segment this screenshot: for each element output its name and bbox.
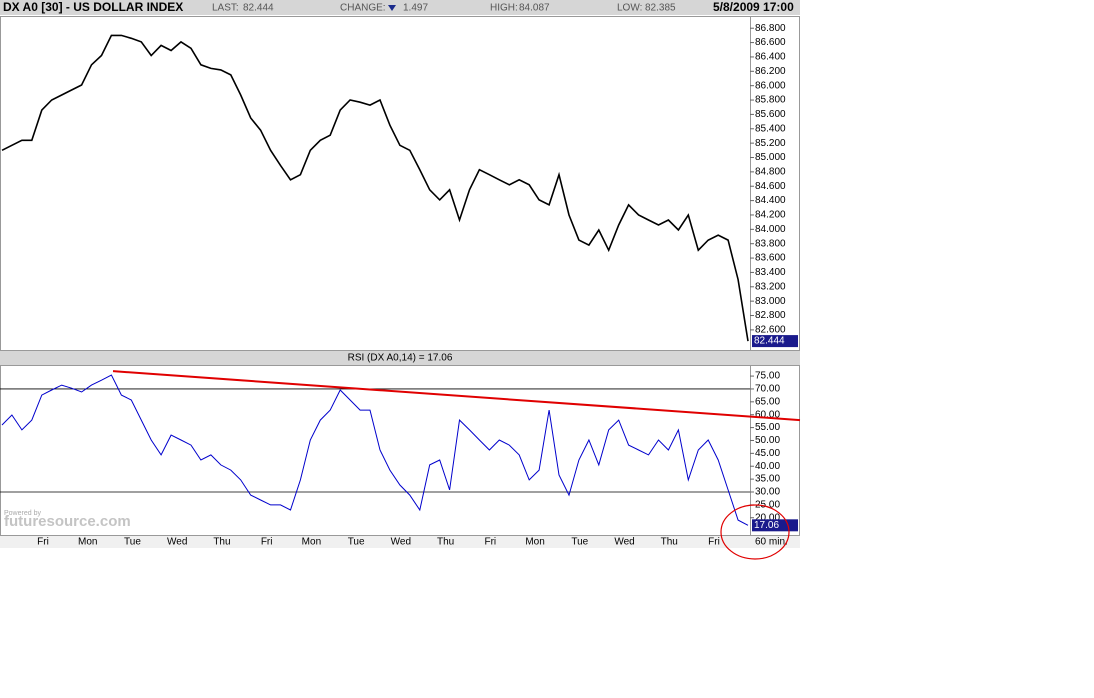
x-tick-label: Wed (391, 537, 411, 548)
rsi-title: RSI (DX A0,14) = 17.06 (348, 353, 453, 364)
change-value: 1.497 (403, 3, 428, 14)
y-tick-label: 83.800 (755, 238, 786, 249)
last-value-label: 17.06 (754, 520, 779, 531)
y-tick-label: 40.00 (755, 461, 780, 472)
y-tick-label: 65.00 (755, 396, 780, 407)
x-tick-label: Tue (124, 537, 141, 548)
x-tick-label: Thu (437, 537, 454, 548)
y-tick-label: 85.000 (755, 152, 786, 163)
price-line (1, 34, 749, 342)
watermark: futuresource.com (4, 513, 131, 530)
y-tick-label: 84.200 (755, 210, 786, 221)
last-value-label: 82.444 (754, 336, 785, 347)
x-tick-label: Mon (525, 537, 544, 548)
change-label: CHANGE: (340, 3, 386, 14)
x-tick-label: Wed (614, 537, 634, 548)
y-tick-label: 84.600 (755, 181, 786, 192)
y-tick-label: 84.400 (755, 195, 786, 206)
y-tick-label: 35.00 (755, 474, 780, 485)
low-value: 82.385 (645, 3, 676, 14)
x-tick-label: Tue (571, 537, 588, 548)
interval: 60 min. (755, 537, 788, 548)
y-tick-label: 45.00 (755, 448, 780, 459)
x-tick-label: Fri (484, 537, 496, 548)
header-bar (0, 0, 800, 15)
y-tick-label: 70.00 (755, 384, 780, 395)
highlight-circle (720, 504, 790, 560)
x-tick-label: Fri (37, 537, 49, 548)
rsi-line (1, 374, 749, 526)
y-tick-label: 50.00 (755, 435, 780, 446)
plot-layer: Fri Mon Tue Wed Thu Fri Mon Tue Wed Thu Fri Mon Tue W… (0, 23, 801, 548)
down-arrow (388, 5, 396, 11)
y-tick-label: 82.600 (755, 325, 786, 336)
y-tick-label: 85.600 (755, 109, 786, 120)
y-tick-label: 25.00 (755, 500, 780, 511)
x-tick-label: Wed (167, 537, 187, 548)
x-tick-label: Thu (661, 537, 678, 548)
y-tick-label: 83.400 (755, 267, 786, 278)
x-tick-label: Thu (213, 537, 230, 548)
x-tick-label: Mon (302, 537, 321, 548)
y-tick-label: 86.000 (755, 80, 786, 91)
x-tick-label: Fri (708, 537, 720, 548)
symbol: DX A0 [30] - US DOLLAR INDEX (3, 0, 183, 14)
high-label: HIGH: (490, 3, 518, 14)
y-tick-label: 20.00 (755, 512, 780, 523)
y-tick-label: 75.00 (755, 371, 780, 382)
y-tick-label: 86.200 (755, 66, 786, 77)
y-tick-label: 83.200 (755, 281, 786, 292)
high-value: 84.087 (519, 3, 550, 14)
price-panel (0, 16, 800, 351)
y-tick-label: 83.000 (755, 296, 786, 307)
x-tick-label: Mon (78, 537, 97, 548)
rsi-panel (0, 365, 800, 536)
last-value-badge (752, 335, 798, 348)
y-tick-label: 85.400 (755, 123, 786, 134)
trendline (112, 370, 801, 422)
y-tick-label: 85.200 (755, 138, 786, 149)
y-tick-label: 83.600 (755, 253, 786, 264)
last-value: 82.444 (243, 3, 274, 14)
last-label: LAST: (212, 3, 239, 14)
y-tick-label: 60.00 (755, 409, 780, 420)
y-tick-label: 30.00 (755, 487, 780, 498)
x-axis-bar (0, 536, 800, 548)
y-tick-label: 86.600 (755, 37, 786, 48)
low-label: LOW: (617, 3, 642, 14)
x-tick-label: Tue (348, 537, 365, 548)
y-tick-label: 85.800 (755, 95, 786, 106)
y-tick-label: 84.800 (755, 167, 786, 178)
rsi-header-bar (0, 351, 800, 365)
y-tick-label: 55.00 (755, 422, 780, 433)
y-tick-label: 86.800 (755, 23, 786, 34)
y-tick-label: 86.400 (755, 52, 786, 63)
datetime: 5/8/2009 17:00 (713, 0, 794, 14)
x-tick-label: Fri (261, 537, 273, 548)
y-tick-label: 84.000 (755, 224, 786, 235)
watermark-small: Powered by (4, 510, 41, 517)
y-tick-label: 82.800 (755, 310, 786, 321)
